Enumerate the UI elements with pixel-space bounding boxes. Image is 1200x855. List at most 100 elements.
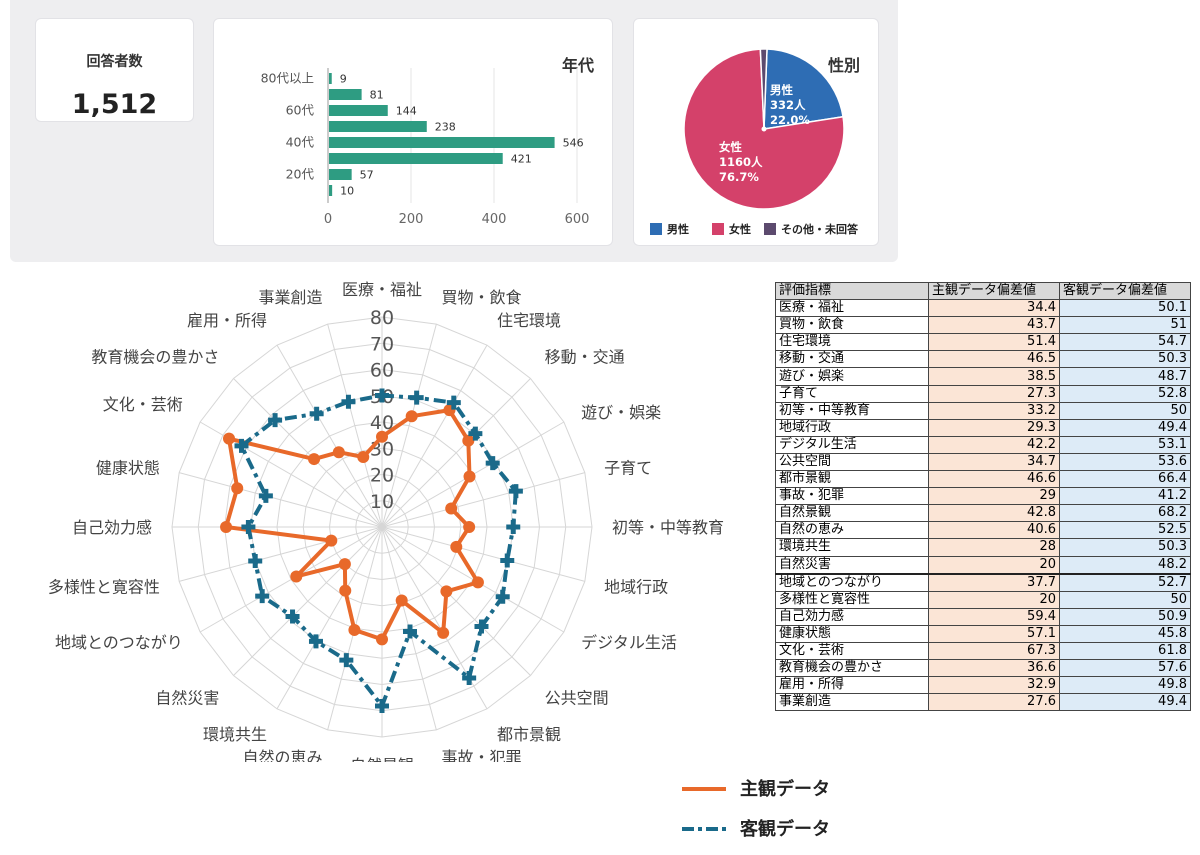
table-row: 文化・芸術 67.3 61.8	[775, 641, 1191, 661]
table-cell-indicator: 多様性と寛容性	[775, 590, 929, 609]
table-cell-objective: 53.1	[1059, 435, 1191, 454]
table-row: 遊び・娯楽 38.5 48.7	[775, 367, 1191, 386]
table-cell-indicator: 買物・飲食	[775, 316, 929, 335]
radar-point	[290, 570, 303, 583]
radar-axis-label: 移動・交通	[545, 347, 625, 366]
radar-spoke	[199, 526, 383, 633]
table-row: 公共空間 34.7 53.6	[775, 452, 1191, 472]
gender-chart-card: 性別 男性 332人 22.0% 女性 1160人 76.7% 男性 女性 その他・未回答	[633, 18, 879, 246]
radar-axis-label: 買物・飲食	[442, 288, 522, 307]
table-cell-objective: 50.1	[1059, 299, 1191, 318]
radar-spoke	[179, 526, 383, 582]
bar	[329, 137, 555, 148]
radar-axis-label: 教育機会の豊かさ	[91, 347, 219, 366]
table-cell-objective: 68.2	[1059, 504, 1191, 523]
bar-data-label: 546	[563, 137, 584, 150]
radar-point	[468, 426, 483, 441]
radar-axis-label: 事業創造	[258, 288, 322, 307]
bar	[329, 185, 333, 196]
radar-point	[446, 395, 461, 410]
radar-point	[241, 520, 256, 534]
bar	[329, 105, 388, 116]
radar-spoke	[381, 324, 437, 528]
pie-slice-label: 22.0%	[770, 113, 810, 127]
table-cell-subjective: 67.3	[928, 641, 1060, 661]
bar	[329, 73, 332, 84]
table-cell-indicator: 事業創造	[775, 693, 929, 712]
table-cell-indicator: 子育て	[775, 384, 929, 403]
table-row: 移動・交通 46.5 50.3	[775, 350, 1191, 369]
radar-point	[409, 390, 424, 405]
table-cell-objective: 54.7	[1059, 333, 1191, 352]
radar-r-tick-label: 70	[370, 333, 394, 355]
table-cell-objective: 57.6	[1059, 659, 1191, 678]
radar-point	[332, 446, 345, 459]
radar-spoke	[381, 472, 585, 528]
radar-axis-label: 地域とのつながり	[55, 633, 183, 652]
pie-legend-label: 男性	[667, 222, 689, 236]
legend-swatch-objective	[682, 827, 726, 831]
pie-legend-label: その他・未回答	[781, 222, 859, 236]
pie-slice-label: 1160人	[719, 155, 763, 169]
table-cell-objective: 66.4	[1059, 470, 1191, 489]
pie-center	[761, 126, 767, 132]
radar-axis-label: デジタル生活	[581, 633, 677, 652]
radar-axis-label: 雇用・所得	[187, 311, 267, 330]
radar-point	[450, 540, 463, 553]
radar-point	[248, 553, 263, 568]
radar-point	[395, 594, 408, 607]
radar-point	[308, 453, 321, 466]
pie-slice-label: 76.7%	[719, 170, 759, 184]
table-row: 自然災害 20 48.2	[775, 555, 1191, 575]
table-cell-subjective: 59.4	[928, 607, 1060, 626]
radar-axis-label: 遊び・娯楽	[581, 403, 661, 422]
radar-point	[268, 413, 283, 428]
pie-legend-swatch	[764, 223, 776, 235]
radar-point	[440, 585, 453, 598]
table-row: 環境共生 28 50.3	[775, 538, 1191, 557]
table-row: 事業創造 27.6 49.4	[775, 693, 1191, 712]
radar-spoke	[233, 378, 383, 528]
bar-x-tick-label: 0	[324, 212, 332, 227]
radar-point	[405, 410, 418, 423]
radar-point	[339, 584, 352, 597]
table-cell-subjective: 42.8	[928, 504, 1060, 523]
radar-series-subjective-line	[224, 408, 480, 642]
bar-x-tick-label: 400	[482, 212, 507, 227]
table-row: 教育機会の豊かさ 36.6 57.6	[775, 659, 1191, 678]
pie-slice-label: 女性	[719, 140, 742, 154]
table-cell-objective: 50	[1059, 590, 1191, 609]
radar-point	[285, 609, 300, 624]
radar-point	[375, 699, 389, 714]
table-cell-objective: 49.8	[1059, 676, 1191, 695]
radar-axis-label: 健康状態	[96, 458, 160, 477]
table-cell-indicator: 自然の恵み	[775, 521, 929, 540]
table-row: デジタル生活 42.2 53.1	[775, 435, 1191, 454]
respondents-title: 回答者数	[86, 54, 143, 70]
table-row: 雇用・所得 32.9 49.8	[775, 676, 1191, 695]
radar-axis-label: 都市景観	[497, 725, 561, 744]
table-cell-objective: 50	[1059, 401, 1191, 420]
radar-axis-label: 自己効力感	[72, 518, 152, 537]
bar-data-label: 81	[370, 89, 384, 102]
table-header-subjective: 主観データ偏差値	[928, 281, 1060, 301]
bar-data-label: 238	[435, 121, 456, 134]
table-cell-objective: 41.2	[1059, 487, 1191, 506]
table-row: 多様性と寛容性 20 50	[775, 590, 1191, 609]
table-cell-subjective: 34.7	[928, 452, 1060, 472]
pie-legend-item: 男性	[650, 222, 689, 236]
table-cell-indicator: 遊び・娯楽	[775, 367, 929, 386]
radar-axis-label: 自然景観	[350, 756, 414, 762]
radar-point	[220, 521, 233, 533]
radar-point	[495, 589, 510, 604]
table-row: 自然景観 42.8 68.2	[775, 504, 1191, 523]
age-chart-title: 年代	[561, 56, 594, 75]
bar-data-label: 9	[340, 73, 347, 86]
table-cell-indicator: 初等・中等教育	[775, 401, 929, 420]
radar-point	[357, 451, 370, 464]
table-cell-subjective: 20	[928, 590, 1060, 609]
table-cell-indicator: 自然景観	[775, 504, 929, 523]
radar-r-tick-label: 80	[370, 307, 394, 329]
